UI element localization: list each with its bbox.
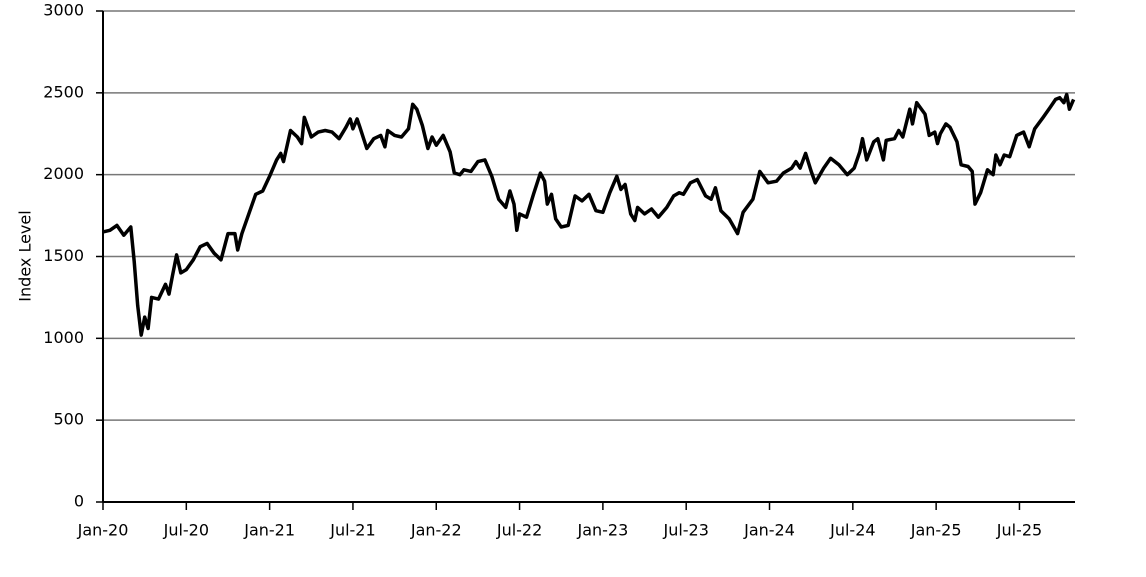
y-tick-label: 2000	[43, 164, 84, 183]
y-tick-label: 2500	[43, 82, 84, 101]
y-tick-label: 3000	[43, 1, 84, 20]
x-tick-label: Jan-23	[576, 521, 628, 540]
x-tick-label: Jul-23	[662, 521, 708, 540]
x-tick-label: Jul-25	[996, 521, 1042, 540]
x-tick-label: Jan-21	[243, 521, 295, 540]
x-tick-label: Jul-20	[163, 521, 209, 540]
x-tick-label: Jul-22	[496, 521, 542, 540]
x-tick-label: Jul-24	[829, 521, 875, 540]
x-tick-label: Jan-22	[410, 521, 462, 540]
y-tick-label: 1000	[43, 328, 84, 347]
y-tick-label: 1500	[43, 246, 84, 265]
x-tick-label: Jul-21	[329, 521, 375, 540]
x-tick-label: Jan-25	[910, 521, 962, 540]
x-tick-label: Jan-20	[77, 521, 129, 540]
line	[102, 92, 1076, 337]
y-axis-label: Index Level	[16, 210, 35, 301]
y-tick-label: 500	[53, 410, 84, 429]
x-tick-label: Jan-24	[743, 521, 795, 540]
y-tick-label: 0	[74, 492, 84, 511]
